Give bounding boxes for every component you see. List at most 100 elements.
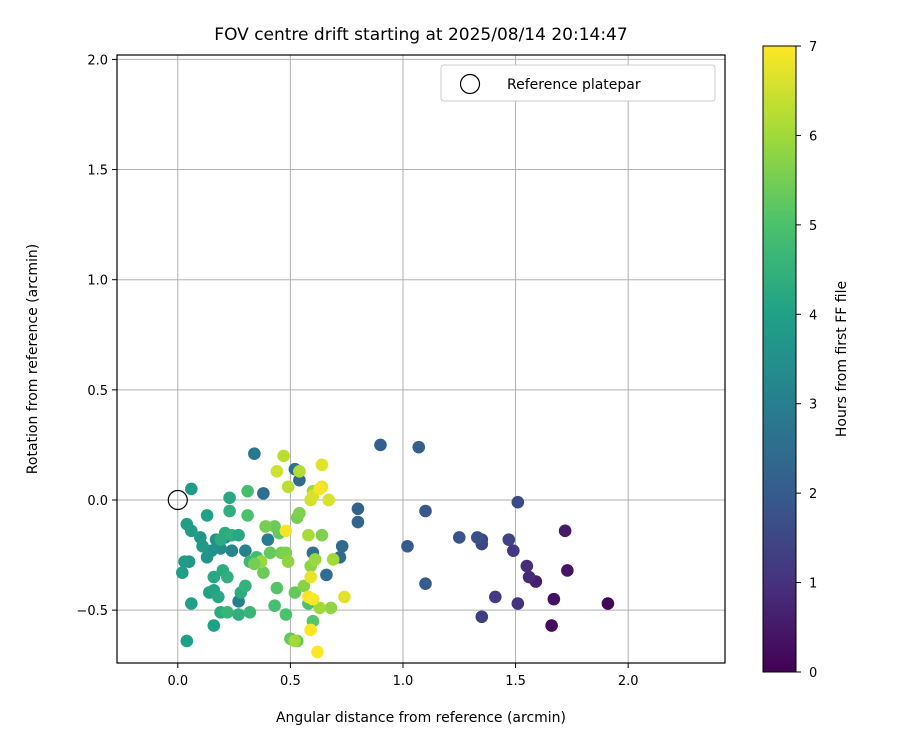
- x-axis-ticks: 0.0 0.5 1.0 1.5 2.0: [167, 663, 639, 689]
- data-point: [288, 586, 302, 599]
- plot-frame: [116, 54, 726, 664]
- data-point: [601, 597, 615, 610]
- data-point: [185, 482, 198, 496]
- data-point: [419, 504, 432, 518]
- y-tick-label: 0.0: [87, 494, 108, 509]
- data-point: [270, 465, 284, 478]
- data-point: [313, 601, 326, 615]
- data-point: [311, 645, 324, 659]
- data-point: [511, 597, 525, 610]
- data-point: [207, 570, 221, 584]
- data-point: [223, 491, 236, 505]
- data-point: [241, 484, 254, 498]
- data-point: [470, 531, 484, 544]
- data-point: [223, 504, 236, 518]
- data-point: [302, 528, 315, 542]
- colorbar-gradient: [762, 45, 797, 673]
- data-point: [315, 458, 329, 472]
- colorbar-ticks: 0 1 2 3 4 5 6 7: [796, 40, 817, 681]
- x-tick-label: 1.5: [505, 674, 526, 689]
- chart-title: FOV centre drift starting at 2025/08/14 …: [214, 25, 627, 45]
- data-point: [520, 559, 534, 573]
- colorbar-tick-label: 6: [809, 129, 817, 144]
- data-point: [322, 493, 335, 507]
- data-point: [338, 590, 351, 604]
- data-point: [268, 599, 281, 613]
- colorbar-tick-label: 3: [809, 398, 817, 413]
- data-point: [261, 533, 275, 546]
- y-tick-label: 0.5: [87, 384, 108, 399]
- data-point: [561, 564, 574, 577]
- x-tick-label: 0.5: [280, 674, 301, 689]
- data-point: [507, 544, 520, 557]
- data-point: [200, 550, 214, 564]
- y-tick-label: 1.5: [87, 164, 108, 179]
- x-axis-label: Angular distance from reference (arcmin): [276, 710, 566, 726]
- data-point: [320, 568, 333, 582]
- data-point: [293, 473, 306, 487]
- data-point: [288, 634, 302, 648]
- legend: Reference platepar: [440, 64, 716, 102]
- data-points: [176, 438, 615, 659]
- data-point: [281, 480, 295, 494]
- data-point: [185, 597, 198, 610]
- gridlines: [117, 55, 725, 663]
- data-point: [502, 533, 516, 546]
- colorbar-tick-label: 4: [809, 308, 817, 323]
- data-point: [313, 482, 326, 496]
- data-point: [522, 570, 536, 584]
- reference-platepar-marker: [167, 489, 188, 511]
- data-point: [232, 528, 245, 542]
- data-point: [304, 570, 317, 584]
- y-tick-label: −0.5: [76, 604, 108, 619]
- data-point: [176, 566, 189, 579]
- data-point: [225, 544, 239, 557]
- x-tick-label: 1.0: [393, 674, 414, 689]
- data-point: [475, 610, 489, 624]
- data-point: [200, 509, 214, 522]
- data-point: [243, 606, 257, 619]
- data-point: [270, 581, 284, 595]
- y-tick-label: 1.0: [87, 274, 108, 289]
- data-point: [293, 506, 306, 520]
- data-point: [180, 634, 194, 648]
- data-point: [239, 579, 252, 593]
- data-point: [248, 447, 261, 461]
- data-point: [212, 590, 225, 604]
- data-point: [279, 608, 293, 621]
- data-point: [221, 570, 234, 584]
- data-point: [326, 553, 340, 566]
- data-point: [263, 546, 277, 560]
- data-point: [257, 566, 270, 579]
- data-point: [489, 590, 502, 604]
- data-point: [511, 495, 525, 509]
- y-tick-label: 2.0: [87, 53, 108, 68]
- colorbar-tick-label: 7: [809, 40, 817, 55]
- data-point: [547, 592, 561, 606]
- y-axis-label: Rotation from reference (arcmin): [25, 244, 41, 474]
- data-point: [293, 465, 306, 478]
- legend-entry-label: Reference platepar: [507, 77, 641, 93]
- data-point: [401, 539, 414, 553]
- data-point: [335, 539, 349, 553]
- y-axis-ticks: −0.5 0.0 0.5 1.0 1.5 2.0: [76, 53, 117, 619]
- data-point: [315, 528, 329, 542]
- data-point: [239, 544, 252, 557]
- data-point: [351, 502, 365, 516]
- data-point: [304, 623, 317, 637]
- data-point: [207, 619, 221, 632]
- data-point: [232, 608, 245, 621]
- data-point: [281, 555, 295, 568]
- data-point: [558, 524, 572, 538]
- colorbar-tick-label: 5: [809, 219, 817, 234]
- data-point: [324, 601, 338, 615]
- data-point: [180, 517, 194, 531]
- data-point: [351, 515, 365, 529]
- data-point: [306, 592, 320, 606]
- data-point: [277, 449, 290, 463]
- x-tick-label: 0.0: [167, 674, 188, 689]
- colorbar-label: Hours from first FF file: [834, 281, 850, 437]
- data-point: [241, 509, 254, 522]
- legend-box: [440, 64, 716, 102]
- data-point: [374, 438, 387, 452]
